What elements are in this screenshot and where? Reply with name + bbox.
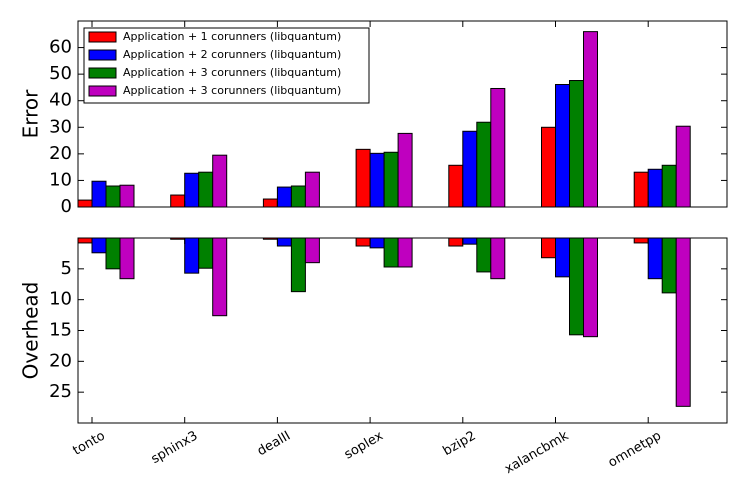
bar bbox=[541, 237, 556, 259]
x-tick-label: dealII bbox=[255, 429, 293, 460]
x-tick-label: xalancbmk bbox=[502, 428, 571, 477]
plot-frame bbox=[77, 20, 728, 208]
bar bbox=[369, 237, 385, 249]
bar bbox=[397, 132, 413, 208]
bar bbox=[661, 164, 677, 208]
legend-swatch bbox=[88, 31, 117, 43]
bar bbox=[304, 171, 320, 208]
bar bbox=[355, 148, 371, 208]
y-tick-label: 10 bbox=[49, 169, 72, 190]
bar bbox=[490, 87, 506, 208]
bar bbox=[105, 185, 121, 208]
legend-swatch bbox=[88, 85, 117, 97]
bar bbox=[583, 237, 598, 338]
y-axis-label: Error bbox=[19, 89, 43, 139]
plot-frame bbox=[77, 237, 728, 424]
bar bbox=[462, 237, 478, 245]
x-tick-label: sphinx3 bbox=[149, 429, 201, 468]
y-tick-label: 10 bbox=[49, 289, 72, 310]
bar bbox=[555, 237, 570, 278]
bar bbox=[198, 171, 214, 208]
bar bbox=[119, 184, 135, 208]
bar bbox=[583, 31, 598, 208]
bar bbox=[647, 237, 663, 280]
bar bbox=[675, 125, 691, 208]
bar bbox=[355, 237, 371, 247]
bar bbox=[290, 237, 306, 293]
legend-label: Application + 3 corunners (libquantum) bbox=[123, 84, 341, 97]
y-tick-label: 30 bbox=[49, 116, 72, 137]
legend: Application + 1 corunners (libquantum) Ap… bbox=[83, 27, 370, 104]
y-tick-label: 40 bbox=[49, 90, 72, 111]
bar bbox=[304, 237, 320, 264]
y-tick-label: 20 bbox=[49, 143, 72, 164]
bar bbox=[276, 186, 292, 208]
bar bbox=[555, 84, 570, 208]
bar bbox=[198, 237, 214, 269]
bar bbox=[490, 237, 506, 280]
bar bbox=[105, 237, 121, 270]
legend-swatch bbox=[88, 49, 117, 61]
bar bbox=[276, 237, 292, 247]
bar bbox=[91, 237, 107, 254]
legend-label: Application + 3 corunners (libquantum) bbox=[123, 66, 341, 79]
bar bbox=[661, 237, 677, 294]
bar bbox=[91, 180, 107, 208]
y-axis-label: Overhead bbox=[19, 282, 43, 380]
y-tick-label: 25 bbox=[49, 381, 72, 402]
bar bbox=[184, 237, 200, 274]
x-tick-label: omnetpp bbox=[606, 429, 664, 471]
bar bbox=[675, 237, 691, 407]
legend-frame bbox=[83, 27, 370, 104]
bar bbox=[369, 152, 385, 208]
x-tick-label: bzip2 bbox=[441, 429, 479, 460]
y-tick-label: 20 bbox=[49, 350, 72, 371]
legend-swatch bbox=[88, 67, 117, 79]
bar bbox=[170, 194, 186, 208]
bar bbox=[476, 237, 492, 273]
legend-label: Application + 1 corunners (libquantum) bbox=[123, 30, 341, 43]
bar bbox=[448, 237, 464, 247]
bar bbox=[77, 237, 93, 244]
bar bbox=[569, 80, 584, 208]
bar bbox=[397, 237, 413, 268]
bar bbox=[262, 198, 278, 208]
bar bbox=[633, 171, 649, 208]
bar bbox=[647, 168, 663, 208]
bar bbox=[383, 151, 399, 208]
bar bbox=[290, 185, 306, 208]
bar bbox=[212, 154, 228, 208]
y-tick-label: 15 bbox=[49, 320, 72, 341]
y-tick-label: 5 bbox=[61, 258, 72, 279]
bar bbox=[184, 172, 200, 208]
x-tick-label: tonto bbox=[71, 428, 108, 458]
bar bbox=[119, 237, 135, 280]
bar bbox=[476, 121, 492, 208]
bar bbox=[569, 237, 584, 336]
x-tick-label: soplex bbox=[342, 428, 386, 462]
bar bbox=[383, 237, 399, 268]
bar bbox=[448, 164, 464, 208]
bar bbox=[462, 130, 478, 208]
bar bbox=[212, 237, 228, 317]
bar bbox=[633, 237, 649, 244]
y-tick-label: 60 bbox=[49, 37, 72, 58]
bar bbox=[541, 126, 556, 208]
y-tick-label: 50 bbox=[49, 63, 72, 84]
bar bbox=[77, 199, 93, 208]
legend-label: Application + 2 corunners (libquantum) bbox=[123, 48, 341, 61]
y-tick-label: 0 bbox=[61, 196, 72, 217]
